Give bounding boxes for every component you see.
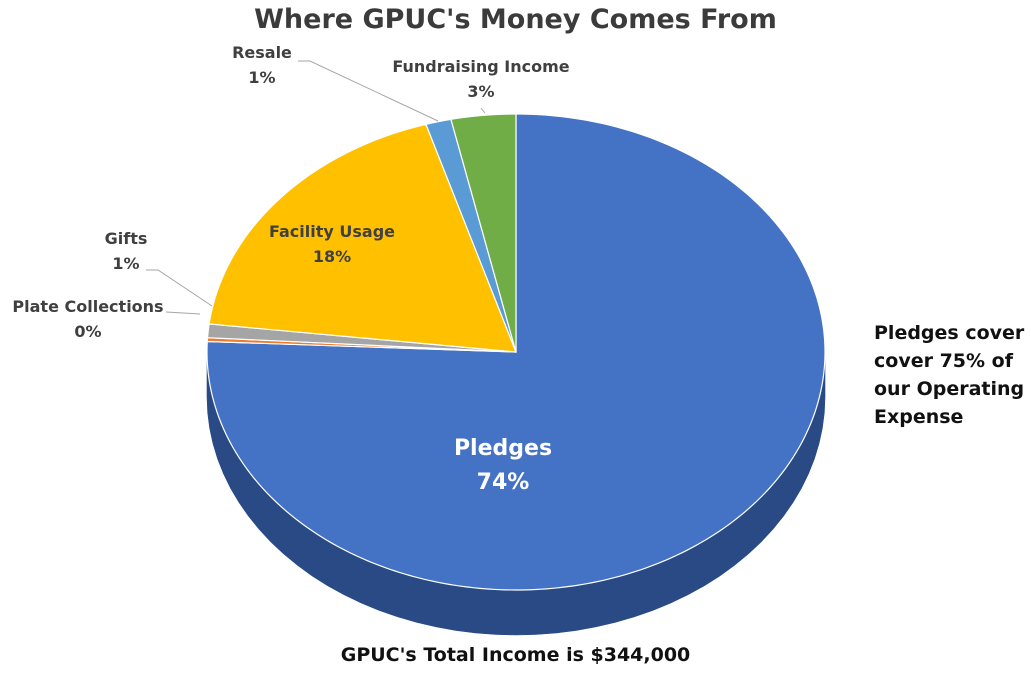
slice-value-facility-usage: 18% (313, 247, 351, 266)
pie-slice-facility-usage (208, 123, 517, 353)
leader-line-gifts (146, 269, 213, 307)
slice-label-facility-usage: Facility Usage (269, 222, 395, 241)
slice-label-gifts: Gifts (105, 229, 148, 248)
slice-label-fundraising-income: Fundraising Income (392, 57, 569, 76)
chart-title: Where GPUC's Money Comes From (254, 4, 777, 35)
leader-line-resale (298, 60, 439, 122)
slice-label-plate-collections: Plate Collections (12, 297, 163, 316)
pie-slices (206, 113, 826, 591)
slice-value-fundraising-income: 3% (467, 82, 494, 101)
pie-slice-resale (425, 118, 517, 353)
side-annotation: Pledges cover cover 75% of our Operating… (874, 319, 1031, 431)
side-annotation-line: cover 75% of (874, 350, 1013, 372)
side-annotation-line: Pledges cover (874, 322, 1025, 344)
leader-line-plate-collections (165, 311, 201, 315)
pie-slice-fundraising-income (450, 113, 517, 353)
slice-value-pledges: 74% (477, 470, 530, 495)
leader-line-fundraising-income (480, 107, 486, 114)
slice-value-resale: 1% (248, 68, 275, 87)
side-annotation-line: our Operating (874, 378, 1025, 400)
side-annotation-line: Expense (874, 406, 964, 428)
slice-labels: Pledges 74% Plate Collections 0% Gifts 1% Faci… (12, 43, 569, 495)
total-income-note: GPUC's Total Income is $344,000 (340, 644, 691, 666)
slice-label-resale: Resale (232, 43, 292, 62)
slice-label-pledges: Pledges (454, 436, 552, 461)
slice-value-plate-collections: 0% (74, 322, 101, 341)
slice-value-gifts: 1% (112, 254, 139, 273)
